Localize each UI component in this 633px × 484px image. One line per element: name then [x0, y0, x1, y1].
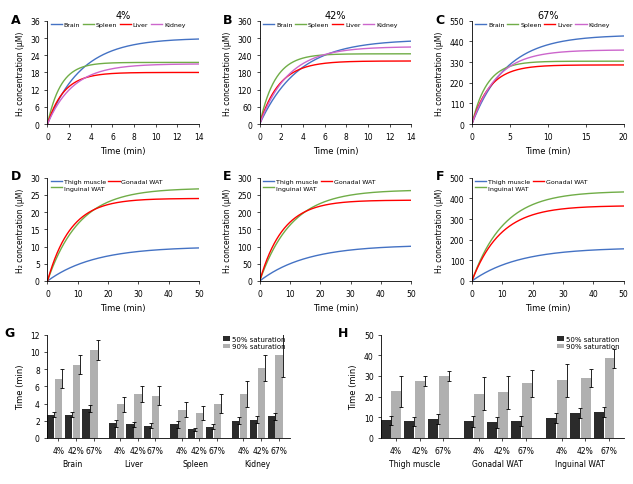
Text: A: A [11, 14, 21, 27]
Bar [275, 356, 283, 438]
Bar [511, 421, 521, 438]
Legend: Thigh muscle, Inguinal WAT, Gonadal WAT: Thigh muscle, Inguinal WAT, Gonadal WAT [263, 180, 375, 191]
Text: Brain: Brain [62, 459, 82, 468]
Legend: Thigh muscle, Inguinal WAT, Gonadal WAT: Thigh muscle, Inguinal WAT, Gonadal WAT [475, 180, 587, 191]
Bar [196, 413, 203, 438]
X-axis label: Time (min): Time (min) [525, 303, 570, 313]
Bar [474, 393, 484, 438]
Legend: 50% saturation, 90% saturation: 50% saturation, 90% saturation [556, 336, 620, 350]
Title: 67%: 67% [537, 11, 558, 21]
Bar [214, 404, 221, 438]
X-axis label: Time (min): Time (min) [101, 303, 146, 313]
Bar [250, 420, 257, 438]
Y-axis label: H₂ concentration (μM): H₂ concentration (μM) [223, 188, 232, 272]
Title: 4%: 4% [116, 11, 131, 21]
Text: Thigh muscle: Thigh muscle [389, 459, 440, 468]
Legend: Thigh muscle, Inguinal WAT, Gonadal WAT: Thigh muscle, Inguinal WAT, Gonadal WAT [51, 180, 163, 191]
Bar [546, 418, 556, 438]
Legend: Brain, Spleen, Liver, Kidney: Brain, Spleen, Liver, Kidney [263, 23, 398, 28]
Y-axis label: H₂ concentration (μM): H₂ concentration (μM) [16, 188, 25, 272]
X-axis label: Time (min): Time (min) [101, 147, 146, 156]
Bar [605, 359, 615, 438]
Y-axis label: H₂ concentration (μM): H₂ concentration (μM) [435, 188, 444, 272]
Text: H: H [338, 327, 348, 340]
Bar [415, 381, 425, 438]
Bar [152, 396, 160, 438]
Bar [179, 409, 185, 438]
Y-axis label: H₂ concentration (μM): H₂ concentration (μM) [223, 31, 232, 115]
Bar [73, 365, 80, 438]
Bar [240, 394, 248, 438]
Bar [380, 421, 391, 438]
Y-axis label: H₂ concentration (μM): H₂ concentration (μM) [16, 31, 25, 115]
Bar [557, 380, 567, 438]
Bar [47, 415, 54, 438]
Bar [581, 378, 591, 438]
X-axis label: Time (min): Time (min) [525, 147, 570, 156]
Text: D: D [11, 170, 22, 183]
Bar [487, 423, 497, 438]
Bar [268, 417, 275, 438]
Bar [82, 409, 90, 438]
Bar [463, 422, 473, 438]
Bar [134, 394, 142, 438]
Bar [170, 424, 178, 438]
Bar [522, 383, 532, 438]
Text: Inguinal WAT: Inguinal WAT [555, 459, 605, 468]
Bar [127, 424, 134, 438]
Y-axis label: Time (min): Time (min) [349, 364, 358, 409]
Bar [391, 392, 401, 438]
Bar [232, 421, 239, 438]
Text: Liver: Liver [124, 459, 143, 468]
Title: 42%: 42% [325, 11, 346, 21]
Bar [109, 424, 116, 438]
Legend: 50% saturation, 90% saturation: 50% saturation, 90% saturation [223, 336, 286, 350]
Bar [55, 379, 62, 438]
Bar [498, 393, 508, 438]
Text: G: G [4, 327, 14, 340]
Bar [206, 427, 213, 438]
Bar [570, 413, 580, 438]
Bar [594, 412, 604, 438]
Text: E: E [223, 170, 232, 183]
Text: B: B [223, 14, 233, 27]
Y-axis label: Time (min): Time (min) [16, 364, 25, 409]
Bar [429, 419, 438, 438]
Bar [258, 368, 265, 438]
Text: F: F [436, 170, 444, 183]
Bar [91, 350, 97, 438]
Bar [65, 415, 72, 438]
Bar [116, 405, 124, 438]
Y-axis label: H₂ concentration (μM): H₂ concentration (μM) [435, 31, 444, 115]
Bar [439, 376, 449, 438]
Bar [144, 426, 151, 438]
Text: Gonadal WAT: Gonadal WAT [472, 459, 522, 468]
Text: Spleen: Spleen [182, 459, 208, 468]
Text: Kidney: Kidney [244, 459, 270, 468]
Bar [188, 429, 196, 438]
Legend: Brain, Spleen, Liver, Kidney: Brain, Spleen, Liver, Kidney [51, 23, 185, 28]
Legend: Brain, Spleen, Liver, Kidney: Brain, Spleen, Liver, Kidney [475, 23, 610, 28]
Text: C: C [436, 14, 444, 27]
Bar [404, 422, 414, 438]
X-axis label: Time (min): Time (min) [313, 303, 358, 313]
X-axis label: Time (min): Time (min) [313, 147, 358, 156]
